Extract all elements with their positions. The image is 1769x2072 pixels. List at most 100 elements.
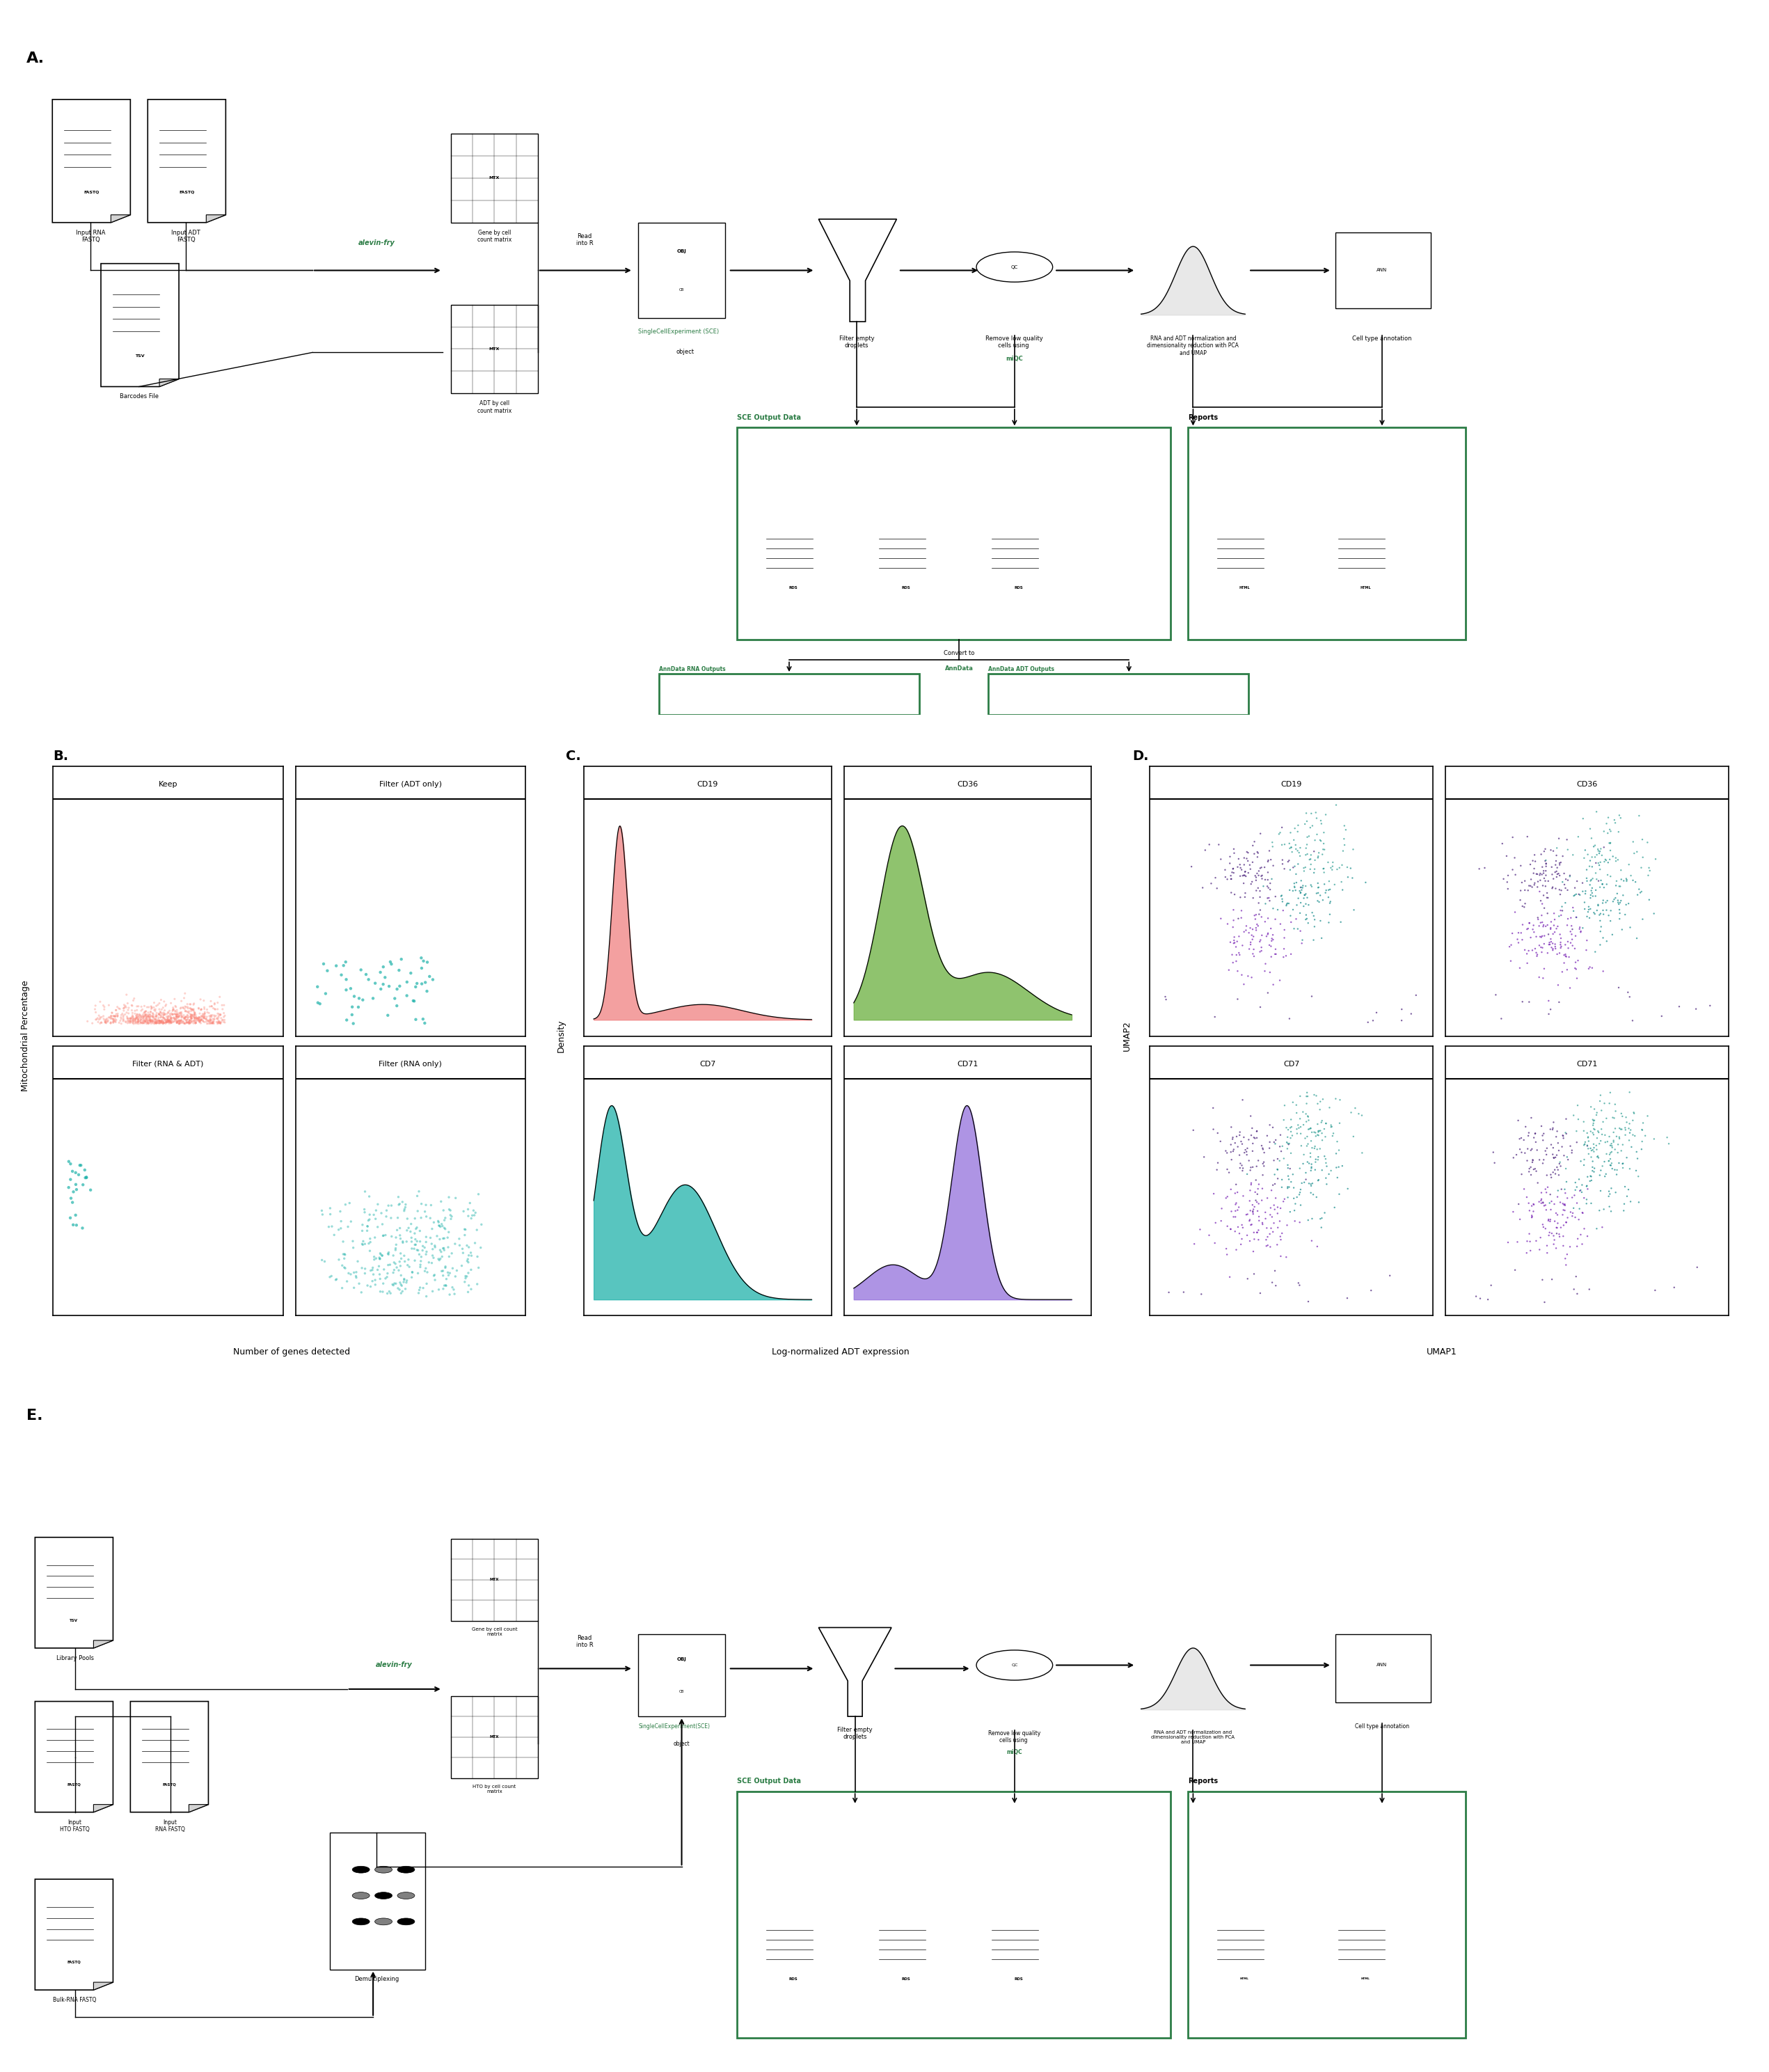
- Point: [1590, 870, 1619, 903]
- Text: Input
RNA FASTQ: Input RNA FASTQ: [156, 1819, 186, 1832]
- Point: [1286, 876, 1314, 910]
- Point: [1274, 1208, 1302, 1241]
- Point: [1587, 897, 1615, 930]
- Text: Keep: Keep: [159, 781, 177, 787]
- Point: [1696, 988, 1725, 1021]
- Point: [1288, 870, 1316, 903]
- Point: [356, 1198, 384, 1231]
- Point: [386, 1245, 414, 1278]
- Point: [410, 1007, 439, 1040]
- Point: [209, 1005, 237, 1038]
- Point: [1596, 1144, 1624, 1177]
- Point: [200, 999, 228, 1032]
- Point: [387, 943, 416, 976]
- Point: [1535, 1204, 1564, 1237]
- Point: [439, 1251, 467, 1285]
- Text: CD19: CD19: [1281, 781, 1302, 787]
- Point: [149, 1001, 177, 1034]
- Point: [1543, 831, 1571, 864]
- Point: [377, 1276, 405, 1310]
- Point: [186, 1005, 214, 1038]
- Point: [138, 1003, 166, 1036]
- Point: [1535, 926, 1564, 959]
- Point: [1290, 889, 1318, 922]
- Point: [417, 1212, 446, 1245]
- Point: [1291, 887, 1320, 920]
- Point: [1256, 872, 1284, 905]
- Text: RNA and ADT normalization and
dimensionality reduction with PCA
and UMAP: RNA and ADT normalization and dimensiona…: [1152, 1730, 1235, 1745]
- Polygon shape: [1327, 1904, 1405, 2004]
- Point: [1500, 895, 1528, 928]
- Point: [1551, 887, 1580, 920]
- Point: [179, 992, 207, 1026]
- Point: [1543, 1138, 1571, 1171]
- Point: [325, 1196, 354, 1229]
- Point: [1562, 1231, 1590, 1264]
- Point: [101, 1005, 129, 1038]
- Point: [389, 1225, 417, 1258]
- Point: [1300, 835, 1329, 868]
- Point: [463, 1177, 492, 1210]
- Point: [398, 1256, 426, 1289]
- Point: [1265, 963, 1293, 997]
- Point: [1507, 1135, 1535, 1169]
- Point: [211, 1003, 239, 1036]
- Point: [1300, 825, 1329, 858]
- Point: [1284, 1179, 1313, 1212]
- Text: Filter (ADT only): Filter (ADT only): [379, 781, 442, 787]
- Point: [1219, 852, 1247, 885]
- Text: Number of genes detected: Number of genes detected: [234, 1347, 350, 1357]
- Point: [455, 1245, 483, 1278]
- Point: [1592, 1102, 1620, 1135]
- Point: [134, 1001, 163, 1034]
- Point: [165, 1005, 193, 1038]
- Point: [198, 1007, 226, 1040]
- Point: [1541, 1154, 1569, 1187]
- Point: [1226, 1119, 1254, 1152]
- Point: [1198, 866, 1226, 899]
- Point: [1578, 862, 1606, 895]
- Point: [1620, 1119, 1649, 1152]
- Point: [203, 997, 232, 1030]
- Point: [1233, 1218, 1261, 1251]
- Point: [1291, 1104, 1320, 1138]
- Point: [348, 984, 377, 1017]
- Point: [327, 1212, 356, 1245]
- Point: [1249, 1208, 1277, 1241]
- Point: [156, 1005, 184, 1038]
- Point: [1293, 1146, 1321, 1179]
- Point: [1217, 1144, 1245, 1177]
- Point: [1244, 1115, 1272, 1148]
- Point: [1576, 868, 1604, 901]
- Point: [1539, 862, 1567, 895]
- Point: [1217, 862, 1245, 895]
- Point: [58, 1154, 87, 1187]
- Point: [101, 1003, 129, 1036]
- Point: [163, 1001, 191, 1034]
- Point: [425, 1204, 453, 1237]
- Circle shape: [375, 1867, 393, 1873]
- Point: [1249, 1158, 1277, 1191]
- Point: [140, 992, 168, 1026]
- Point: [1589, 868, 1617, 901]
- Point: [1592, 806, 1620, 839]
- Point: [209, 1003, 237, 1036]
- Polygon shape: [1385, 1995, 1405, 2004]
- Text: HTML: HTML: [1240, 1977, 1249, 1981]
- Point: [1261, 937, 1290, 970]
- Point: [384, 1254, 412, 1287]
- Point: [373, 1260, 402, 1293]
- Point: [1544, 1218, 1573, 1251]
- Point: [1281, 870, 1309, 903]
- Point: [62, 1208, 90, 1241]
- Point: [157, 986, 186, 1019]
- Point: [1238, 1189, 1267, 1222]
- Point: [1254, 870, 1283, 903]
- Point: [1497, 928, 1525, 961]
- Point: [1573, 1129, 1601, 1162]
- Point: [1300, 924, 1329, 957]
- Point: [140, 1003, 168, 1036]
- Point: [1578, 1154, 1606, 1187]
- Point: [154, 1005, 182, 1038]
- Point: [1300, 843, 1329, 876]
